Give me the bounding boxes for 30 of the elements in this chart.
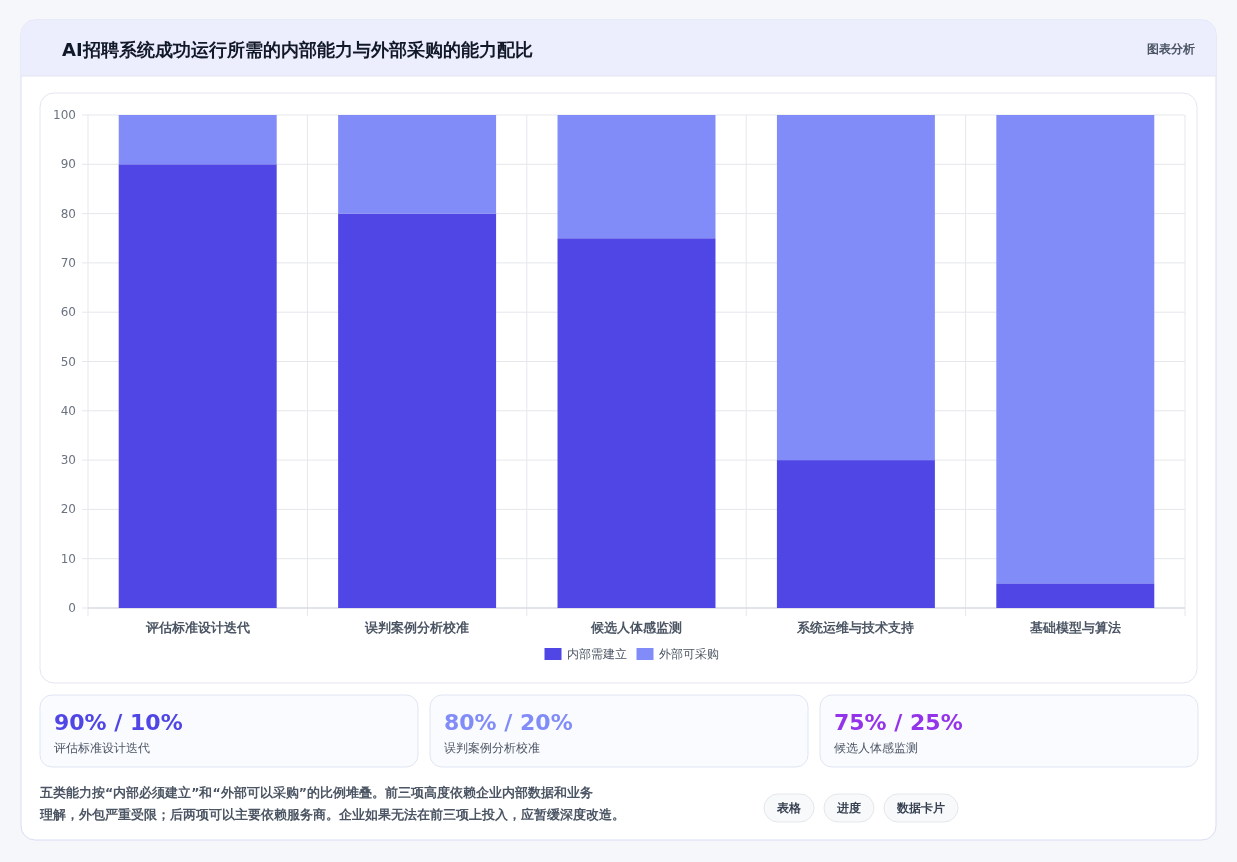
text: 候选人体感监测	[834, 741, 918, 755]
text: 图表分析	[1147, 42, 1195, 56]
y-tick-label: 60	[60, 305, 76, 320]
text: 进度	[836, 801, 861, 815]
y-tick-label: 100	[53, 108, 76, 122]
text: 数据卡片	[896, 801, 945, 815]
chart-title: AI招聘系统成功运行所需的内部能力与外部采购的能力配比	[62, 39, 533, 60]
text: 五类能力按“内部必须建立”和“外部可以采购”的比例堆叠。前三项高度依赖企业内部数据和业务理解，外包严重受限；后两项可以主要依赖服务商。企业如果无法在前三项上投入，应暂缓深度改造。	[39, 785, 625, 822]
y-tick-label: 20	[60, 502, 76, 517]
legend-label: 内部需建立	[566, 647, 627, 661]
x-tick-label: 基础模型与算法	[1028, 620, 1121, 635]
text: 90% / 10%	[54, 710, 183, 735]
y-tick-label: 10	[60, 551, 76, 566]
y-tick-label: 80	[60, 206, 76, 221]
y-tick-label: 0	[68, 601, 76, 615]
x-tick-label: 系统运维与技术支持	[796, 620, 915, 635]
text: 误判案例分析校准	[444, 741, 540, 755]
x-tick-label: 误判案例分析校准	[364, 620, 470, 635]
x-tick-label: 评估标准设计迭代	[144, 620, 250, 635]
y-tick-label: 90	[60, 157, 76, 172]
legend-label: 外部可采购	[658, 647, 719, 661]
x-tick-label: 候选人体感监测	[590, 620, 682, 635]
text: 评估标准设计迭代	[54, 741, 150, 755]
text: 表格	[776, 801, 802, 815]
y-tick-label: 50	[60, 354, 76, 369]
y-tick-label: 40	[60, 403, 76, 418]
text: 75% / 25%	[834, 710, 963, 735]
y-tick-label: 70	[60, 255, 76, 270]
y-tick-label: 30	[60, 453, 76, 468]
text: 80% / 20%	[444, 710, 573, 735]
